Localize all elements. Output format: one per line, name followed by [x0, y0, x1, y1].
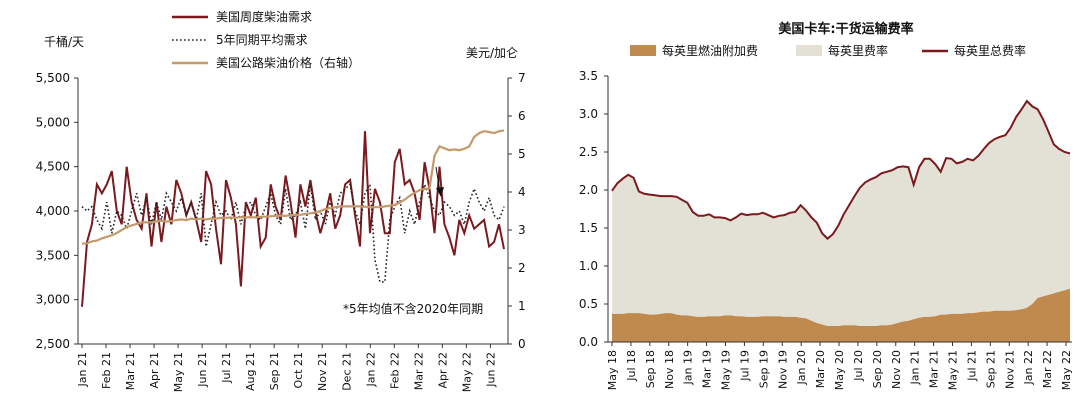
- x-tick-label: Mar 22: [412, 352, 425, 390]
- trucking-rate-chart: 美国卡车:干货运输费率 0.0 0.5 1.0 1.5 2.0 2.5 3.0 3.5 May 1…: [579, 21, 1073, 390]
- x-tick-label: Aug 21: [244, 352, 257, 391]
- x-tick-label: Mar 19: [701, 350, 714, 388]
- x-tick-label: Sep 20: [871, 350, 884, 388]
- x-tick-label: Jul 21: [965, 350, 978, 382]
- diesel-demand-chart: 2,500 3,000 3,500 4,000 4,500 5,000 5,500 0 1 2 3 4…: [36, 9, 526, 392]
- legend-swatch-2: [796, 45, 822, 56]
- x-tick-label: Feb 21: [100, 352, 113, 389]
- left-tick-label: 3,000: [36, 293, 70, 307]
- x-tick-label: Jan 22: [1022, 350, 1035, 385]
- right-tick-label: 7: [518, 71, 526, 85]
- footnote: *5年均值不含2020年同期: [343, 301, 483, 316]
- y-tick-label: 0.5: [579, 297, 598, 311]
- x-tick-label: May 21: [947, 350, 960, 390]
- series-line-3: [81, 129, 505, 245]
- x-tick-label: Jan 22: [364, 352, 377, 387]
- right-tick-label: 4: [518, 185, 526, 199]
- total-rate-line: [611, 99, 1071, 240]
- x-tick-label: Jun 22: [484, 352, 497, 388]
- fuel-surcharge-area: [612, 288, 1070, 342]
- x-tick-label: Sep 21: [984, 350, 997, 388]
- left-tick-label: 4,500: [36, 160, 70, 174]
- x-tick-label: Nov 21: [1003, 350, 1016, 389]
- x-tick-label: Nov 20: [890, 350, 903, 389]
- x-tick-label: Jan 21: [909, 350, 922, 385]
- x-tick-label: Mar 22: [1041, 350, 1054, 388]
- x-tick-label: Feb 22: [388, 352, 401, 389]
- right-tick-label: 5: [518, 147, 526, 161]
- y-tick-label: 2.0: [579, 183, 598, 197]
- x-tick-label: May 21: [172, 352, 185, 392]
- x-tick-label: Nov 18: [663, 350, 676, 389]
- x-tick-label: May 20: [833, 350, 846, 390]
- x-tick-label: Sep 18: [644, 350, 657, 388]
- x-tick-label: Mar 20: [814, 350, 827, 388]
- x-tick-label: Mar 21: [928, 350, 941, 388]
- x-tick-label: May 22: [460, 352, 473, 392]
- y-tick-label: 0.0: [579, 335, 598, 349]
- legend-swatch-1: [630, 45, 656, 56]
- x-tick-label: Jun 21: [196, 352, 209, 388]
- x-tick-label: Sep 19: [757, 350, 770, 388]
- x-tick-label: Apr 22: [436, 352, 449, 389]
- x-tick-label: Jan 21: [76, 352, 89, 387]
- legend-label-2: 每英里费率: [828, 43, 888, 58]
- x-tick-label: Jul 18: [625, 350, 638, 382]
- series-line-2: [81, 181, 505, 283]
- x-tick-label: May 18: [606, 350, 619, 390]
- x-tick-label: Mar 21: [124, 352, 137, 390]
- rate-area: [612, 101, 1070, 326]
- x-tick-label: Dec 21: [340, 352, 353, 391]
- legend-label-1: 美国周度柴油需求: [216, 9, 312, 24]
- y-tick-label: 2.5: [579, 145, 598, 159]
- annotation-arrowhead: [436, 187, 444, 197]
- x-tick-label: Jul 19: [738, 350, 751, 382]
- legend-label-3: 美国公路柴油价格（右轴）: [216, 55, 360, 70]
- y-tick-label: 3.5: [579, 69, 598, 83]
- x-tick-label: Oct 21: [292, 352, 305, 389]
- y-tick-label: 3.0: [579, 107, 598, 121]
- left-tick-label: 5,000: [36, 115, 70, 129]
- x-tick-label: Nov 19: [776, 350, 789, 389]
- x-tick-label: Jul 20: [852, 350, 865, 382]
- left-tick-label: 4,000: [36, 204, 70, 218]
- x-tick-label: May 22: [1060, 350, 1073, 390]
- right-tick-label: 0: [518, 337, 526, 351]
- x-tick-label: May 19: [720, 350, 733, 390]
- legend-label-1: 每英里燃油附加费: [662, 43, 758, 58]
- x-tick-label: Jan 20: [795, 350, 808, 385]
- left-tick-label: 2,500: [36, 337, 70, 351]
- right-axis-unit: 美元/加仑: [466, 46, 518, 60]
- legend-label-2: 5年同期平均需求: [216, 33, 308, 47]
- left-axis-unit: 千桶/天: [44, 34, 84, 49]
- chart-title: 美国卡车:干货运输费率: [778, 21, 913, 37]
- right-tick-label: 2: [518, 261, 526, 275]
- x-tick-label: Apr 21: [148, 352, 161, 389]
- left-tick-label: 5,500: [36, 71, 70, 85]
- series-line-1: [81, 131, 505, 307]
- x-tick-label: Jan 19: [682, 350, 695, 385]
- right-tick-label: 1: [518, 299, 526, 313]
- x-tick-label: Nov 21: [316, 352, 329, 391]
- legend-label-3: 每英里总费率: [954, 43, 1026, 58]
- y-tick-label: 1.0: [579, 259, 598, 273]
- x-tick-label: Jul 21: [220, 352, 233, 384]
- left-tick-label: 3,500: [36, 248, 70, 262]
- right-tick-label: 3: [518, 223, 526, 237]
- right-tick-label: 6: [518, 109, 526, 123]
- x-tick-label: Sep 21: [268, 352, 281, 390]
- y-tick-label: 1.5: [579, 221, 598, 235]
